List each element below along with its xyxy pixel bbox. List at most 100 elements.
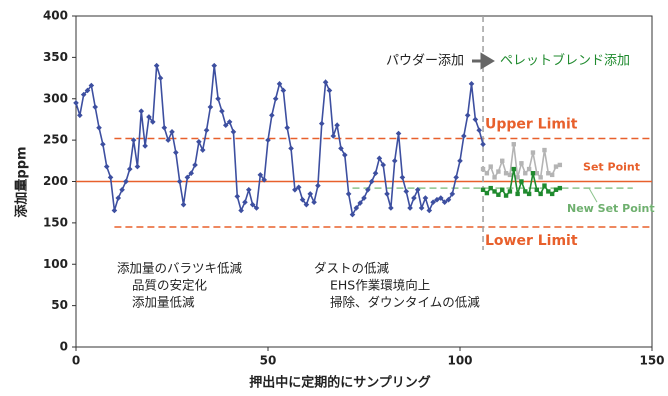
x-tick-label: 150: [639, 354, 664, 368]
point: [411, 195, 417, 201]
point: [530, 150, 536, 155]
point: [376, 155, 383, 162]
point: [492, 175, 497, 180]
point: [315, 182, 321, 189]
point: [484, 171, 490, 176]
point: [523, 171, 528, 176]
point: [134, 163, 141, 170]
y-tick-label: 400: [43, 9, 68, 23]
point: [103, 163, 110, 170]
point: [280, 87, 287, 94]
point: [407, 205, 413, 211]
annotation: 添加量低減: [132, 295, 195, 310]
point: [403, 188, 410, 195]
point: [418, 205, 425, 211]
y-tick-label: 300: [43, 91, 68, 105]
point: [484, 190, 490, 196]
point: [257, 172, 264, 178]
point: [530, 171, 536, 176]
reference-label: New Set Point: [567, 202, 655, 215]
point: [246, 186, 252, 193]
point: [553, 187, 559, 192]
point: [165, 137, 171, 143]
point: [322, 79, 329, 85]
point: [119, 186, 125, 193]
point: [111, 207, 118, 214]
point: [391, 158, 398, 164]
point: [238, 207, 244, 214]
point: [326, 87, 333, 94]
point: [73, 100, 79, 106]
point: [557, 162, 563, 168]
point: [100, 141, 106, 148]
point: [303, 201, 310, 208]
x-tick-label: 50: [260, 354, 277, 368]
point: [330, 133, 337, 139]
point: [80, 91, 87, 98]
point: [526, 191, 532, 197]
legend-arrow: [472, 52, 495, 70]
reference-label: Lower Limit: [485, 233, 578, 249]
point: [464, 112, 471, 119]
point: [77, 112, 83, 119]
point: [272, 95, 279, 102]
point: [130, 137, 137, 143]
point: [399, 174, 406, 181]
annotation: EHS作業環境向上: [330, 278, 430, 293]
point: [480, 141, 486, 148]
point: [284, 124, 290, 131]
point: [219, 108, 225, 114]
point: [345, 191, 352, 197]
point: [173, 149, 179, 156]
point: [515, 191, 520, 197]
point: [295, 184, 302, 191]
point: [526, 166, 532, 172]
point: [115, 195, 122, 201]
point: [395, 130, 402, 137]
annotation: ダストの低減: [314, 261, 390, 276]
point: [96, 124, 102, 131]
point: [534, 187, 539, 192]
point: [249, 201, 256, 208]
point: [207, 104, 214, 110]
point: [500, 158, 505, 164]
legend-label: パウダー添加: [386, 54, 464, 69]
point: [180, 201, 187, 208]
series-line: [75, 65, 484, 217]
point: [488, 185, 493, 191]
point: [496, 192, 501, 197]
point: [538, 191, 543, 197]
point: [234, 193, 241, 200]
reference-label: Set Point: [583, 161, 640, 174]
point: [542, 183, 547, 188]
point: [353, 205, 360, 211]
point: [557, 185, 563, 191]
y-tick-label: 150: [43, 215, 68, 229]
point: [161, 124, 168, 131]
point: [211, 62, 218, 69]
point: [384, 191, 390, 197]
point: [472, 116, 479, 123]
point: [153, 62, 160, 69]
annotation: 添加量のバラツキ低減: [117, 261, 243, 276]
point: [215, 95, 221, 102]
point: [338, 145, 344, 152]
label-connector: [588, 187, 598, 203]
point: [288, 145, 294, 152]
point: [388, 205, 394, 211]
annotation: 掃除、ダウンタイムの低減: [330, 295, 480, 310]
point: [511, 142, 516, 147]
point: [84, 87, 91, 94]
point: [553, 164, 559, 169]
reference-label: Upper Limit: [485, 116, 578, 132]
point: [92, 104, 98, 110]
point: [500, 187, 505, 192]
legend-label: ペレットブレンド添加: [500, 53, 630, 69]
point: [380, 162, 386, 168]
point: [199, 147, 206, 153]
point: [430, 199, 436, 205]
point: [476, 127, 482, 133]
point: [138, 108, 145, 114]
